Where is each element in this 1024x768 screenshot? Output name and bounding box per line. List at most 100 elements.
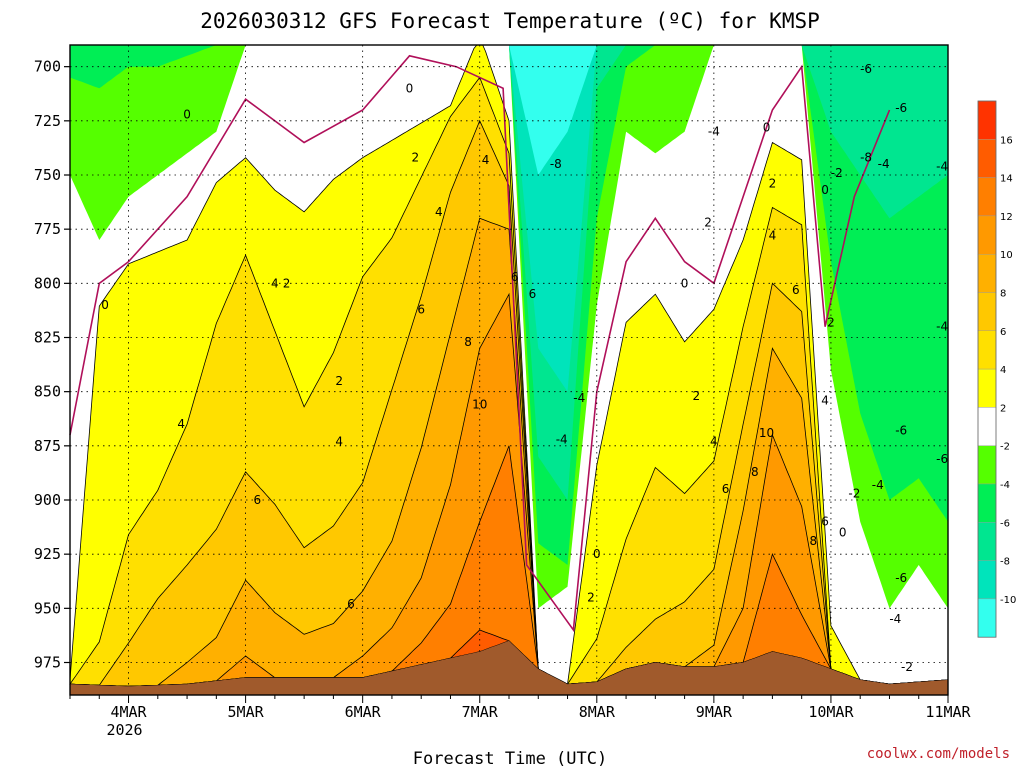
contour-label: -2 <box>848 487 860 501</box>
contour-label: -4 <box>573 391 585 405</box>
colorbar-label: 4 <box>1000 365 1006 376</box>
x-tick-label: 6MAR <box>345 703 382 721</box>
x-tick-label: 4MAR <box>110 703 147 721</box>
colorbar-label: 14 <box>1000 174 1013 185</box>
contour-label: 4 <box>482 153 490 167</box>
contour-label: 0 <box>763 120 771 134</box>
colorbar-segment <box>977 292 997 331</box>
contour-label: -4 <box>872 478 884 492</box>
contour-label: 6 <box>529 287 537 301</box>
colorbar-segment <box>977 483 997 523</box>
contour-label: -4 <box>936 320 948 334</box>
x-tick-label: 11MAR <box>925 703 971 721</box>
y-tick-label: 700 <box>34 58 61 76</box>
y-tick-label: 750 <box>34 166 61 184</box>
x-tick-label: 8MAR <box>579 703 616 721</box>
colorbar-label: 2 <box>1000 403 1006 414</box>
contour-label: 2 <box>704 216 712 230</box>
contour-label: 8 <box>810 534 818 548</box>
contour-label: 2 <box>769 177 777 191</box>
contour-label: -2 <box>901 660 913 674</box>
y-tick-label: 850 <box>34 383 61 401</box>
contour-label: 6 <box>511 270 519 284</box>
contour-label: 4 <box>177 417 185 431</box>
contour-label: 0 <box>821 183 829 197</box>
y-tick-label: 800 <box>34 274 61 292</box>
plot-area: 00000000242244466681046-8-4-4222-4468106… <box>69 44 949 696</box>
colorbar-frame <box>977 100 997 638</box>
contour-label: 2 <box>587 591 595 605</box>
colorbar-label: -10 <box>1000 595 1016 606</box>
colorbar-segment <box>977 139 997 178</box>
contour-label: 2 <box>692 389 700 403</box>
contour-label: -2 <box>831 166 843 180</box>
cold-band-2 <box>70 45 948 500</box>
contour-label: 4 <box>335 435 343 449</box>
contour-label: 6 <box>792 283 800 297</box>
contour-label: 6 <box>253 493 261 507</box>
contour-label: -6 <box>895 101 907 115</box>
y-tick-label: 975 <box>34 654 61 672</box>
colorbar-label: -2 <box>1000 442 1010 453</box>
colorbar-label: 16 <box>1000 135 1013 146</box>
contour-label: 6 <box>417 302 425 316</box>
contour-label: 0 <box>406 81 414 95</box>
colorbar-segment <box>977 330 997 370</box>
contour-label: -8 <box>860 151 872 165</box>
colorbar-label: 12 <box>1000 212 1013 223</box>
contour-label: -6 <box>860 62 872 76</box>
contour-label: -6 <box>936 452 948 466</box>
terrain <box>70 640 948 695</box>
contour-label: -4 <box>708 125 720 139</box>
x-axis-label: Forecast Time (UTC) <box>413 749 607 768</box>
colorbar-label: -4 <box>1000 480 1010 491</box>
colorbar-label: 8 <box>1000 289 1006 300</box>
colorbar-segment <box>977 253 997 293</box>
colorbar-label: 6 <box>1000 327 1006 338</box>
x-tick-sublabel: 2026 <box>106 721 142 739</box>
x-tick-label: 10MAR <box>808 703 854 721</box>
contour-label: 4 <box>271 276 279 290</box>
x-tick-label: 7MAR <box>462 703 499 721</box>
credit-text: coolwx.com/models <box>867 746 1010 762</box>
colorbar-segment <box>977 177 997 217</box>
contour-label: 4 <box>821 393 829 407</box>
y-tick-label: 725 <box>34 112 61 130</box>
contour-label: -8 <box>550 157 562 171</box>
contour-label: -4 <box>936 159 948 173</box>
y-tick-label: 825 <box>34 329 61 347</box>
y-tick-label: 900 <box>34 491 61 509</box>
colorbar-segment <box>977 598 997 638</box>
contour-label: 0 <box>681 276 689 290</box>
contour-label: 0 <box>183 107 191 121</box>
colorbar-segment <box>977 368 997 408</box>
contour-label: 6 <box>821 515 829 529</box>
colorbar: 16 14 12 10 8 6 4 2 -2 -4 -6 -8 -10 <box>977 100 1016 638</box>
colorbar-label: 10 <box>1000 250 1013 261</box>
colorbar-segment <box>977 215 997 255</box>
colorbar-segment <box>977 100 997 140</box>
y-tick-label: 775 <box>34 220 61 238</box>
contour-label: 8 <box>464 335 472 349</box>
contour-label: 6 <box>347 597 355 611</box>
colorbar-segment <box>977 407 997 446</box>
colorbar-segment <box>977 560 997 600</box>
contour-label: 4 <box>710 435 718 449</box>
contour-label: 4 <box>769 229 777 243</box>
y-tick-label: 950 <box>34 599 61 617</box>
contour-label: -4 <box>889 612 901 626</box>
contour-label: 0 <box>839 526 847 540</box>
colorbar-segment <box>977 522 997 561</box>
contour-label: 0 <box>593 547 601 561</box>
contour-label: 6 <box>722 482 730 496</box>
contour-label: -4 <box>878 157 890 171</box>
y-tick-label: 925 <box>34 545 61 563</box>
chart-title: 2026030312 GFS Forecast Temperature (ºC)… <box>200 9 820 33</box>
y-tick-label: 875 <box>34 437 61 455</box>
colorbar-segment <box>977 445 997 485</box>
contour-label: 2 <box>335 374 343 388</box>
x-tick-label: 5MAR <box>228 703 265 721</box>
contour-label: 0 <box>101 298 109 312</box>
